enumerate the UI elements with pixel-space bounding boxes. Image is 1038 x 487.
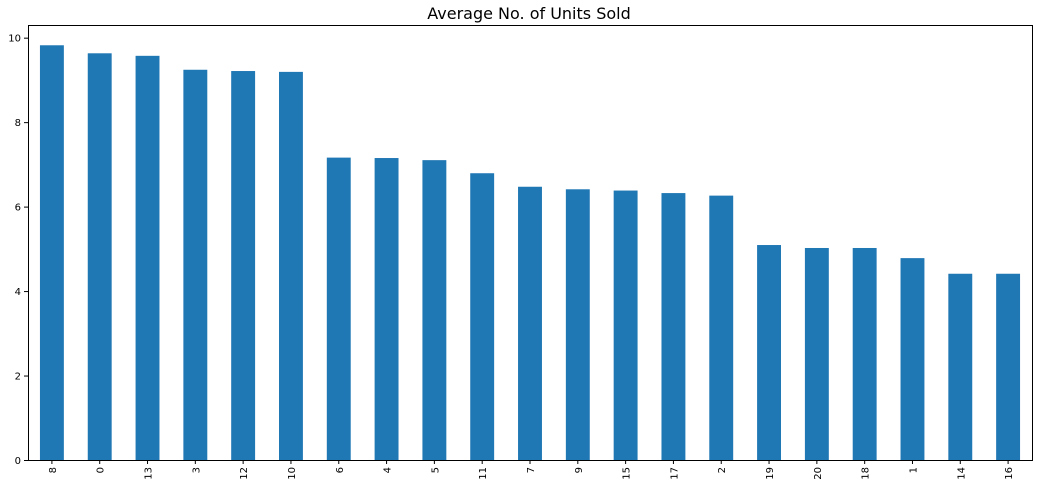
x-tick-label: 1 [908, 467, 919, 473]
bar-9 [565, 189, 590, 460]
bars-layer [39, 45, 1021, 461]
y-tick-label: 2 [15, 372, 21, 383]
x-tick-label: 18 [861, 467, 872, 480]
x-tick-label: 0 [96, 467, 107, 473]
chart-title: Average No. of Units Sold [427, 4, 630, 23]
y-tick-label: 4 [15, 287, 21, 298]
x-tick-label: 17 [669, 467, 680, 480]
bar-10 [279, 71, 303, 461]
bar-11 [470, 173, 495, 461]
x-tick-label: 16 [1004, 467, 1015, 480]
x-tick-label: 20 [813, 467, 824, 480]
bar-4 [374, 158, 399, 460]
x-tick-label: 9 [574, 467, 585, 473]
bar-20 [804, 247, 829, 460]
x-tick-label: 5 [430, 467, 441, 473]
bar-19 [757, 245, 781, 460]
plot-frame [28, 25, 1033, 461]
x-tick-label: 14 [956, 467, 967, 480]
bar-18 [852, 247, 877, 460]
x-tick-label: 4 [383, 467, 394, 473]
y-tick-label: 6 [15, 203, 21, 214]
bar-2 [709, 195, 734, 461]
x-tick-label: 12 [239, 467, 250, 480]
bar-15 [613, 190, 638, 460]
bar-14 [948, 273, 973, 460]
x-axis: 8 0 13 3 12 10 6 4 5 11 7 9 15 17 2 19 20 18 1 14 16 [48, 460, 1015, 480]
bar-7 [518, 186, 542, 460]
x-tick-label: 8 [48, 467, 59, 473]
y-tick-label: 10 [8, 34, 21, 45]
bar-3 [183, 69, 208, 460]
x-tick-label: 2 [717, 467, 728, 473]
x-tick-label: 6 [335, 467, 346, 473]
x-tick-label: 3 [191, 467, 202, 473]
bar-1 [900, 258, 925, 460]
bar-16 [996, 273, 1021, 460]
bar-6 [326, 157, 351, 461]
x-tick-label: 15 [622, 467, 633, 480]
y-tick-label: 8 [15, 118, 21, 129]
bar-8 [39, 45, 64, 460]
y-tick-label: 0 [15, 456, 21, 467]
x-tick-label: 13 [144, 467, 155, 480]
bar-0 [87, 53, 112, 461]
x-tick-label: 11 [478, 467, 489, 480]
bar-13 [135, 55, 160, 460]
y-axis: 0 2 4 6 8 10 [8, 34, 28, 467]
bar-5 [422, 160, 447, 460]
x-tick-label: 19 [765, 467, 776, 480]
x-tick-label: 7 [526, 467, 537, 473]
bar-12 [231, 71, 256, 460]
x-tick-label: 10 [287, 467, 298, 480]
bar-17 [661, 193, 686, 460]
